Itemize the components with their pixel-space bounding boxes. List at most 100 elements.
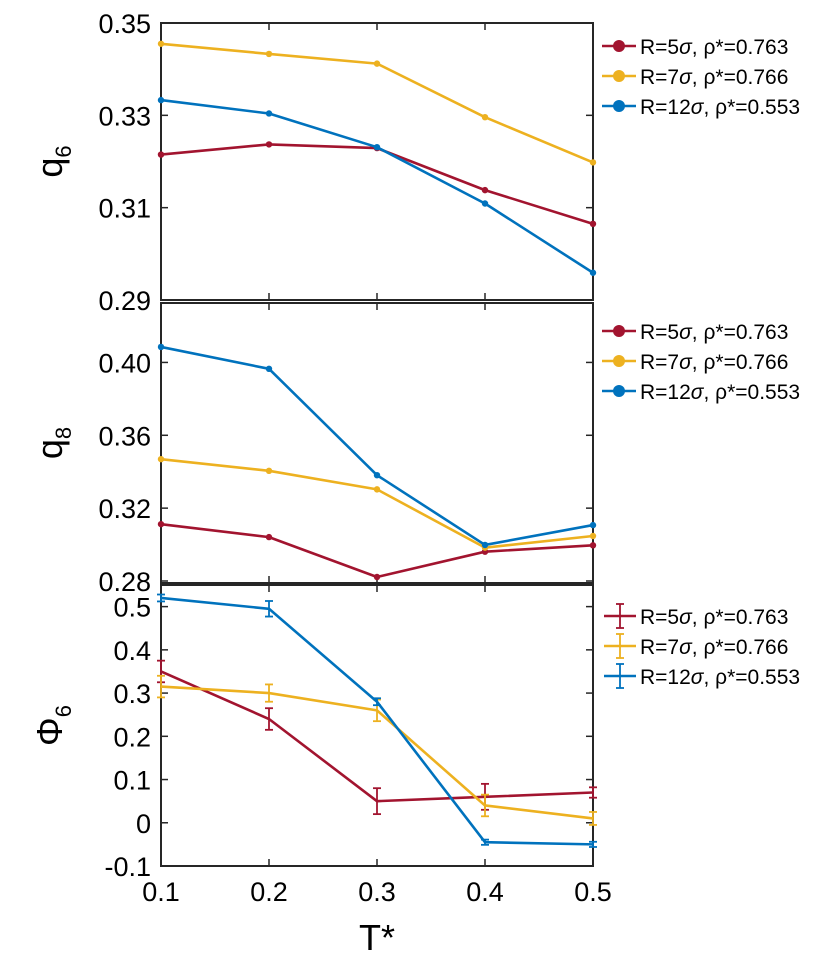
legend-label: R=12σ, ρ*=0.553 <box>640 381 800 404</box>
data-point <box>373 486 381 493</box>
data-point <box>589 269 597 276</box>
legend-marker <box>613 70 625 82</box>
legend-label-sigma: σ <box>679 321 693 344</box>
x-axis-label: T* <box>359 917 395 958</box>
legend-label: R=7σ, ρ*=0.766 <box>640 66 788 89</box>
data-point <box>373 143 381 151</box>
data-point <box>589 220 597 228</box>
legend-marker <box>613 40 625 52</box>
y-axis-label-main: q <box>29 158 70 178</box>
legend-label-rho: ρ*=0.766 <box>703 636 788 659</box>
legend-marker <box>613 385 625 397</box>
legend-label: R=12σ, ρ*=0.553 <box>640 96 800 119</box>
legend-label-sigma: σ <box>679 36 693 59</box>
y-tick-label: 0.3 <box>113 679 151 709</box>
series-R=5 <box>157 520 597 581</box>
y-axis-label-main: q <box>29 439 70 459</box>
y-tick-label: 0.1 <box>113 766 151 796</box>
data-point <box>265 141 273 148</box>
legend-label-sigma: σ <box>691 381 705 404</box>
data-point <box>265 365 273 373</box>
panel-Φ6: -0.1 0 0.1 0.2 0.3 0.4 0.5 0.1 0.2 0.3 0.4 0.5 Φ6 T* R… <box>29 584 800 958</box>
y-tick-label: 0.29 <box>98 286 151 316</box>
y-axis-label-main: Φ <box>29 717 70 746</box>
y-tick-label: 0.36 <box>98 421 151 451</box>
data-point <box>265 110 273 117</box>
legend-entry-R=12: R=12σ, ρ*=0.553 <box>602 381 800 404</box>
legend-label-sep: , <box>703 96 715 119</box>
data-point <box>265 467 273 475</box>
y-tick-label: 0.40 <box>98 348 151 378</box>
legend-label-rho: ρ*=0.763 <box>703 321 788 344</box>
data-point <box>481 541 489 549</box>
legend-marker <box>613 355 625 367</box>
series-R=7 <box>157 674 597 826</box>
legend-label-rho: ρ*=0.763 <box>703 36 788 59</box>
legend-label-r: R=12 <box>640 666 691 689</box>
legend-entry-R=7: R=7σ, ρ*=0.766 <box>604 633 788 659</box>
legend-label-sep: , <box>692 606 704 629</box>
data-point <box>589 532 597 540</box>
y-tick-label: 0.5 <box>113 593 151 623</box>
legend-label: R=7σ, ρ*=0.766 <box>640 636 788 659</box>
data-point <box>589 159 597 166</box>
legend-label-rho: ρ*=0.553 <box>715 666 800 689</box>
data-point <box>481 200 489 207</box>
legend-marker <box>613 325 625 337</box>
y-tick-label: 0.4 <box>113 636 151 666</box>
legend-label-rho: ρ*=0.763 <box>703 606 788 629</box>
y-tick-label: 0.35 <box>98 9 151 39</box>
legend-label-r: R=5 <box>640 36 679 59</box>
legend-label-r: R=12 <box>640 96 691 119</box>
x-tick-label: 0.3 <box>358 877 396 907</box>
data-point <box>373 60 381 67</box>
data-point <box>157 455 165 463</box>
x-tick-label: 0.2 <box>250 877 288 907</box>
legend-entry-R=7: R=7σ, ρ*=0.766 <box>602 351 788 374</box>
legend-label-sep: , <box>692 351 704 374</box>
legend-label-rho: ρ*=0.766 <box>703 351 788 374</box>
legend-label-sep: , <box>703 666 715 689</box>
data-point <box>589 521 597 529</box>
legend-label: R=7σ, ρ*=0.766 <box>640 351 788 374</box>
legend-label-sigma: σ <box>679 351 693 374</box>
series-line <box>160 345 594 547</box>
series-line <box>160 98 594 274</box>
legend-entry-R=7: R=7σ, ρ*=0.766 <box>602 66 788 89</box>
legend-label-r: R=7 <box>640 66 679 89</box>
data-point <box>373 471 381 479</box>
legend-label: R=5σ, ρ*=0.763 <box>640 606 788 629</box>
x-tick-label: 0.1 <box>142 877 180 907</box>
series-R=12 <box>157 96 597 276</box>
legend-label: R=5σ, ρ*=0.763 <box>640 36 788 59</box>
data-point <box>265 533 273 541</box>
data-point <box>157 40 165 47</box>
legend-entry-R=12: R=12σ, ρ*=0.553 <box>602 96 800 119</box>
legend-label-sigma: σ <box>679 636 693 659</box>
legend-label-sep: , <box>703 381 715 404</box>
data-point <box>157 96 165 104</box>
y-tick-label: -0.1 <box>104 852 151 882</box>
series-R=12 <box>157 343 597 549</box>
data-point <box>157 520 165 528</box>
legend-entry-R=5: R=5σ, ρ*=0.763 <box>602 321 788 344</box>
legend-label-sigma: σ <box>679 66 693 89</box>
y-tick-label: 0.31 <box>98 194 151 224</box>
legend-label-r: R=5 <box>640 321 679 344</box>
y-tick-label: 0.32 <box>98 494 151 524</box>
legend-label-r: R=7 <box>640 636 679 659</box>
data-point <box>157 151 165 158</box>
legend-label-r: R=7 <box>640 351 679 374</box>
x-tick-label: 0.5 <box>574 877 612 907</box>
legend-label-r: R=12 <box>640 381 691 404</box>
legend-label-sigma: σ <box>679 606 693 629</box>
series-line <box>160 143 594 226</box>
series-line <box>160 522 594 579</box>
legend-label: R=12σ, ρ*=0.553 <box>640 666 800 689</box>
legend-label-rho: ρ*=0.766 <box>703 66 788 89</box>
legend-label: R=5σ, ρ*=0.763 <box>640 321 788 344</box>
data-point <box>265 50 273 58</box>
